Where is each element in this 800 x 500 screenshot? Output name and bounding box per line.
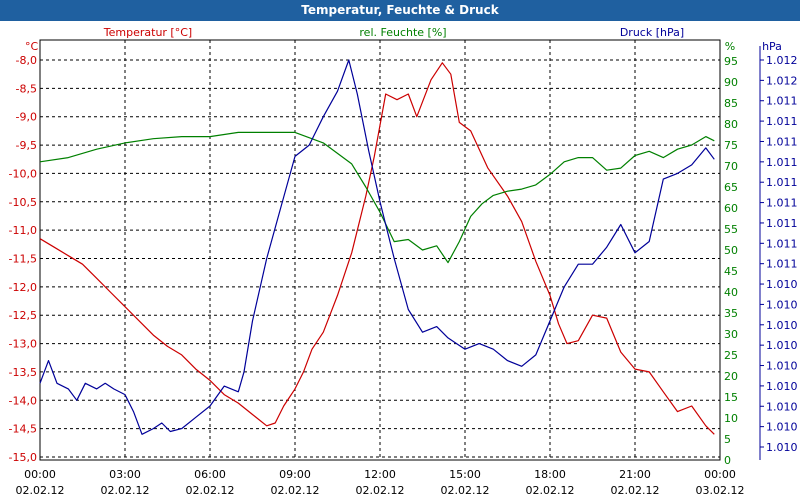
temperature-tick-label: -9,5 xyxy=(16,139,37,152)
pressure-tick-label: 1.012 xyxy=(766,54,798,67)
pressure-tick-label: 1.011 xyxy=(766,197,798,210)
pressure-tick-label: 1.011 xyxy=(766,176,798,189)
temperature-tick-label: -8,0 xyxy=(16,54,37,67)
temperature-line xyxy=(39,62,715,435)
pressure-tick-label: 1.010 xyxy=(766,380,798,393)
date-tick-label: 02.02.12 xyxy=(356,484,405,497)
time-tick-label: 06:00 xyxy=(194,468,226,481)
series-layer xyxy=(39,59,715,435)
date-tick-label: 02.02.12 xyxy=(441,484,490,497)
pressure-tick-label: 1.010 xyxy=(766,441,798,454)
pressure-tick-label: 1.011 xyxy=(766,217,798,230)
humidity-tick-label: 0 xyxy=(724,454,731,467)
humidity-unit-label: % xyxy=(725,40,735,53)
time-tick-label: 18:00 xyxy=(534,468,566,481)
plot-border xyxy=(39,39,721,461)
humidity-tick-label: 15 xyxy=(724,391,738,404)
pressure-tick-label: 1.010 xyxy=(766,319,798,332)
temperature-tick-label: -14,0 xyxy=(9,394,37,407)
temperature-tick-label: -13,5 xyxy=(9,366,37,379)
temperature-tick-label: -12,5 xyxy=(9,309,37,322)
time-tick-label: 15:00 xyxy=(449,468,481,481)
pressure-axis-ticks: 1.012 1.012 1.011 1.011 1.011 1.011 1.011 1.011… xyxy=(760,54,798,454)
temperature-unit-label: °C xyxy=(25,40,39,53)
pressure-series-label: Druck [hPa] xyxy=(620,26,684,39)
pressure-tick-label: 1.010 xyxy=(766,360,798,373)
pressure-tick-label: 1.010 xyxy=(766,421,798,434)
temperature-tick-label: -13,0 xyxy=(9,338,37,351)
humidity-tick-label: 50 xyxy=(724,244,738,257)
pressure-tick-label: 1.010 xyxy=(766,400,798,413)
pressure-tick-label: 1.011 xyxy=(766,135,798,148)
temperature-tick-label: -10,0 xyxy=(9,167,37,180)
date-tick-label: 03.02.12 xyxy=(696,484,745,497)
humidity-tick-label: 80 xyxy=(724,118,738,131)
time-tick-label: 00:00 xyxy=(704,468,736,481)
time-tick-label: 03:00 xyxy=(109,468,141,481)
humidity-tick-label: 25 xyxy=(724,349,738,362)
pressure-tick-label: 1.011 xyxy=(766,258,798,271)
time-tick-label: 12:00 xyxy=(364,468,396,481)
pressure-tick-label: 1.012 xyxy=(766,74,798,87)
humidity-tick-label: 95 xyxy=(724,55,738,68)
humidity-tick-label: 20 xyxy=(724,370,738,383)
pressure-tick-label: 1.011 xyxy=(766,156,798,169)
humidity-series-label: rel. Feuchte [%] xyxy=(359,26,446,39)
pressure-tick-label: 1.011 xyxy=(766,115,798,128)
temperature-tick-label: -14,5 xyxy=(9,423,37,436)
temperature-tick-label: -11,0 xyxy=(9,224,37,237)
plot-frame xyxy=(39,39,761,461)
humidity-tick-label: 70 xyxy=(724,160,738,173)
date-tick-label: 02.02.12 xyxy=(271,484,320,497)
temperature-tick-label: -12,0 xyxy=(9,281,37,294)
temperature-tick-label: -9,0 xyxy=(16,111,37,124)
time-axis-ticks: 00:00 02.02.12 03:00 02.02.12 06:00 02.02.12 0… xyxy=(16,468,745,497)
time-tick-label: 21:00 xyxy=(619,468,651,481)
temperature-tick-label: -15,0 xyxy=(9,451,37,464)
humidity-line xyxy=(39,131,715,264)
temperature-axis-ticks: -8,0 -8,5 -9,0 -9,5 -10,0 -10,5 -11,0 -11,5 -12,… xyxy=(9,54,37,464)
time-tick-label: 09:00 xyxy=(279,468,311,481)
time-tick-label: 00:00 xyxy=(24,468,56,481)
grid-lines xyxy=(40,40,720,460)
pressure-tick-label: 1.011 xyxy=(766,237,798,250)
pressure-tick-label: 1.011 xyxy=(766,95,798,108)
humidity-tick-label: 65 xyxy=(724,181,738,194)
pressure-tick-label: 1.010 xyxy=(766,278,798,291)
humidity-tick-label: 45 xyxy=(724,265,738,278)
temperature-tick-label: -8,5 xyxy=(16,82,37,95)
humidity-tick-label: 90 xyxy=(724,76,738,89)
pressure-unit-label: hPa xyxy=(762,40,782,53)
humidity-tick-label: 35 xyxy=(724,307,738,320)
date-tick-label: 02.02.12 xyxy=(16,484,65,497)
temperature-series-label: Temperatur [°C] xyxy=(103,26,192,39)
humidity-tick-label: 5 xyxy=(724,433,731,446)
humidity-tick-label: 10 xyxy=(724,412,738,425)
pressure-tick-label: 1.010 xyxy=(766,339,798,352)
pressure-line xyxy=(39,59,715,435)
humidity-tick-label: 75 xyxy=(724,139,738,152)
pressure-tick-label: 1.010 xyxy=(766,298,798,311)
temperature-tick-label: -11,5 xyxy=(9,253,37,266)
humidity-tick-label: 55 xyxy=(724,223,738,236)
humidity-tick-label: 60 xyxy=(724,202,738,215)
temperature-tick-label: -10,5 xyxy=(9,196,37,209)
date-tick-label: 02.02.12 xyxy=(101,484,150,497)
humidity-tick-label: 30 xyxy=(724,328,738,341)
humidity-tick-label: 85 xyxy=(724,97,738,110)
date-tick-label: 02.02.12 xyxy=(611,484,660,497)
date-tick-label: 02.02.12 xyxy=(186,484,235,497)
date-tick-label: 02.02.12 xyxy=(526,484,575,497)
humidity-tick-label: 40 xyxy=(724,286,738,299)
window-title: Temperatur, Feuchte & Druck xyxy=(0,0,800,21)
